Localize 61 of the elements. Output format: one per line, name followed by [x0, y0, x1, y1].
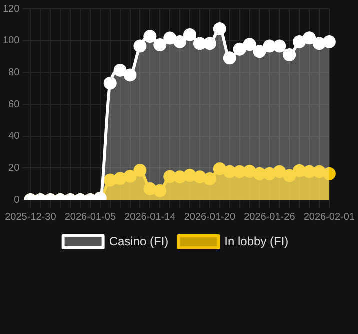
x-tick-label: 2025-12-30: [5, 212, 57, 223]
legend-label: In lobby (FI): [224, 234, 289, 248]
y-tick-label: 40: [8, 131, 20, 142]
point: [312, 165, 326, 178]
point: [303, 32, 316, 45]
point: [164, 170, 177, 184]
point: [233, 42, 246, 56]
point: [184, 168, 197, 182]
point: [193, 37, 206, 50]
point: [134, 164, 147, 178]
point: [154, 184, 167, 198]
point: [193, 170, 206, 184]
x-tick-label: 2026-01-14: [124, 212, 176, 223]
point: [203, 37, 216, 50]
point: [213, 162, 226, 176]
point: [322, 167, 336, 180]
y-tick-label: 80: [8, 67, 20, 78]
point: [184, 28, 197, 42]
point: [114, 172, 127, 186]
point: [243, 165, 256, 178]
point: [154, 38, 167, 52]
point: [174, 35, 187, 48]
point: [104, 174, 117, 187]
point: [322, 35, 336, 48]
point: [243, 38, 256, 52]
point: [233, 165, 246, 178]
point: [253, 167, 266, 180]
point: [134, 40, 147, 53]
point: [164, 32, 177, 45]
point: [174, 170, 187, 184]
x-tick-label: 2026-01-26: [244, 212, 296, 223]
legend-label: Casino (FI): [109, 234, 169, 248]
y-tick-label: 100: [2, 36, 20, 47]
point: [293, 164, 306, 178]
point: [263, 167, 276, 180]
point: [263, 40, 276, 53]
point: [144, 30, 157, 44]
y-tick-label: 120: [2, 4, 20, 15]
point: [303, 165, 316, 178]
x-tick-label: 2026-02-01: [304, 212, 356, 223]
point: [114, 64, 127, 77]
point: [124, 170, 137, 183]
point: [124, 68, 137, 82]
x-tick-label: 2026-01-05: [64, 212, 116, 223]
point: [253, 45, 266, 58]
point: [213, 22, 226, 36]
point: [283, 48, 296, 62]
y-tick-label: 0: [14, 194, 20, 206]
point: [273, 40, 286, 53]
point: [293, 35, 306, 48]
point: [312, 37, 326, 50]
x-tick-label: 2026-01-20: [184, 212, 236, 223]
point: [203, 172, 216, 186]
point: [223, 52, 236, 65]
point: [223, 165, 236, 178]
point: [144, 182, 157, 196]
point: [104, 76, 117, 90]
y-tick-label: 20: [8, 162, 20, 174]
point: [283, 169, 296, 182]
point: [273, 165, 286, 178]
y-tick-label: 60: [8, 99, 20, 110]
